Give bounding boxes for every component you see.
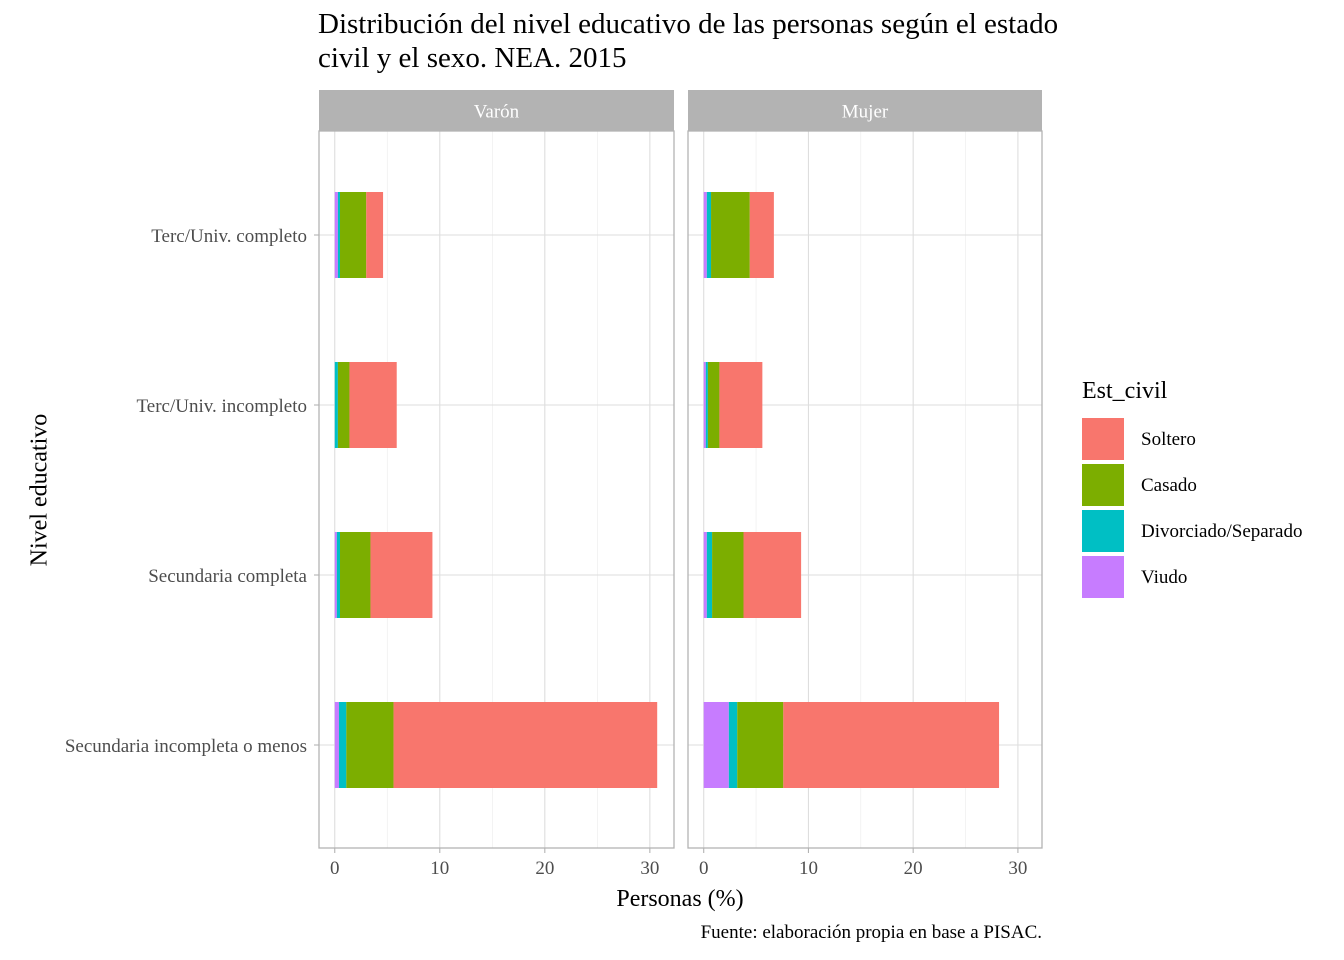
x-tick-label: 20 [535, 858, 554, 879]
legend-key-viudo [1082, 556, 1124, 598]
y-tick-label: Secundaria completa [148, 566, 307, 587]
bar-mujer-divorciado-separado [705, 362, 708, 448]
bar-var-n-soltero [370, 532, 433, 618]
legend-title: Est_civil [1082, 378, 1168, 404]
bar-var-n-casado [340, 532, 371, 618]
bar-var-n-soltero [366, 192, 384, 278]
bar-var-n-divorciado-separado [337, 192, 341, 278]
bar-mujer-soltero [749, 192, 774, 278]
bar-mujer-soltero [719, 362, 763, 448]
bar-mujer-casado [707, 362, 720, 448]
y-tick-label: Secundaria incompleta o menos [65, 736, 307, 757]
bar-var-n-casado [346, 702, 394, 788]
bar-var-n-casado [337, 362, 350, 448]
facet-strip-label-mujer: Mujer [842, 102, 889, 123]
facet-strip-var-n [319, 90, 674, 131]
chart-title-line-2: civil y el sexo. NEA. 2015 [318, 42, 627, 74]
legend-key-soltero [1082, 418, 1124, 460]
x-tick-label: 30 [640, 858, 659, 879]
legend-label-viudo: Viudo [1141, 567, 1188, 588]
x-tick-label: 0 [699, 858, 709, 879]
legend-label-soltero: Soltero [1141, 429, 1196, 450]
x-tick-label: 0 [330, 858, 340, 879]
bar-var-n-viudo [334, 532, 337, 618]
facet-strip-label-var-n: Varón [474, 102, 520, 123]
x-tick-label: 10 [430, 858, 449, 879]
panel-border-mujer [687, 130, 1043, 849]
bar-mujer-viudo [703, 362, 706, 448]
bar-var-n-viudo [334, 192, 338, 278]
chart-caption: Fuente: elaboración propia en base a PIS… [700, 922, 1042, 943]
legend-key-divorciado-separado [1082, 510, 1124, 552]
bar-var-n-soltero [349, 362, 397, 448]
x-axis-label: Personas (%) [616, 886, 744, 912]
bar-var-n-soltero [393, 702, 658, 788]
legend-key-casado [1082, 464, 1124, 506]
y-tick-label: Terc/Univ. completo [151, 226, 307, 247]
bar-mujer-viudo [703, 192, 707, 278]
bar-mujer-soltero [783, 702, 1000, 788]
bar-mujer-divorciado-separado [706, 532, 713, 618]
bar-var-n-casado [340, 192, 367, 278]
bar-var-n-divorciado-separado [334, 362, 338, 448]
bar-mujer-casado [711, 192, 750, 278]
panel-border-var-n [318, 130, 675, 849]
x-tick-label: 30 [1008, 858, 1027, 879]
legend-label-casado: Casado [1141, 475, 1197, 496]
legend-label-divorciado-separado: Divorciado/Separado [1141, 521, 1303, 542]
bar-mujer-soltero [743, 532, 802, 618]
facet-strip-mujer [688, 90, 1042, 131]
bar-var-n-viudo [334, 702, 339, 788]
bar-var-n-divorciado-separado [338, 702, 347, 788]
bar-var-n-divorciado-separado [336, 532, 341, 618]
bar-mujer-divorciado-separado [706, 192, 712, 278]
bar-mujer-casado [737, 702, 784, 788]
bar-mujer-divorciado-separado [728, 702, 738, 788]
x-tick-label: 10 [799, 858, 818, 879]
bar-mujer-viudo [703, 532, 707, 618]
y-axis-label: Nivel educativo [26, 413, 53, 567]
x-tick-label: 20 [904, 858, 923, 879]
bar-mujer-casado [712, 532, 744, 618]
y-tick-label: Terc/Univ. incompleto [137, 396, 308, 417]
chart-title-line-1: Distribución del nivel educativo de las … [318, 8, 1059, 40]
bar-mujer-viudo [703, 702, 729, 788]
